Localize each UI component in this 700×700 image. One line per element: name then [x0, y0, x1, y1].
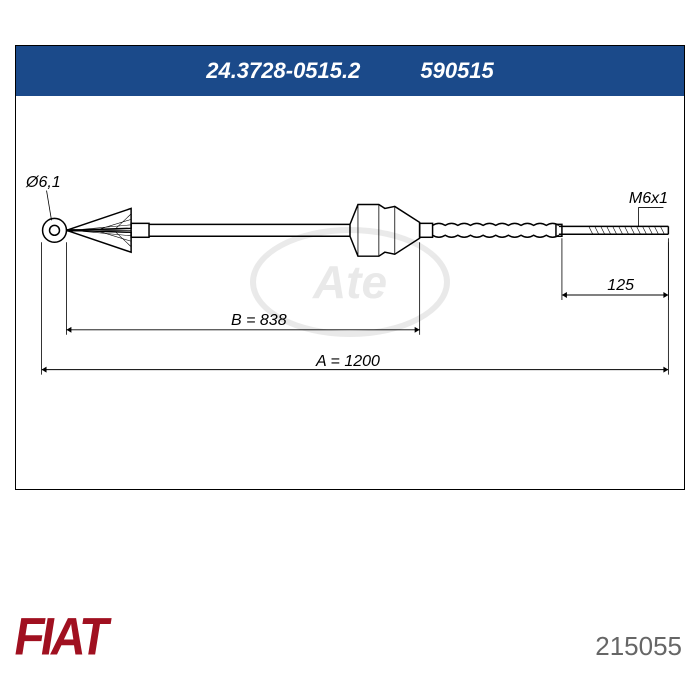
thread-label: M6x1	[629, 190, 668, 208]
footer-code: 215055	[595, 631, 682, 662]
diameter-label: Ø6,1	[26, 174, 61, 192]
drawing-area: Ate Ø6,1 M6x1 B = 838 A = 1200 125	[16, 96, 684, 489]
end-length-label: 125	[607, 277, 634, 295]
part-number-primary: 24.3728-0515.2	[206, 58, 360, 84]
cable-drawing	[16, 96, 684, 489]
brand-logo: FIAT	[10, 607, 111, 668]
dim-a-label: A = 1200	[316, 353, 380, 371]
diagram-frame: 24.3728-0515.2 590515 Ate Ø6,1 M6x1 B = …	[15, 45, 685, 490]
header-bar: 24.3728-0515.2 590515	[16, 46, 684, 96]
dim-b-label: B = 838	[231, 312, 287, 330]
part-number-secondary: 590515	[420, 58, 493, 84]
